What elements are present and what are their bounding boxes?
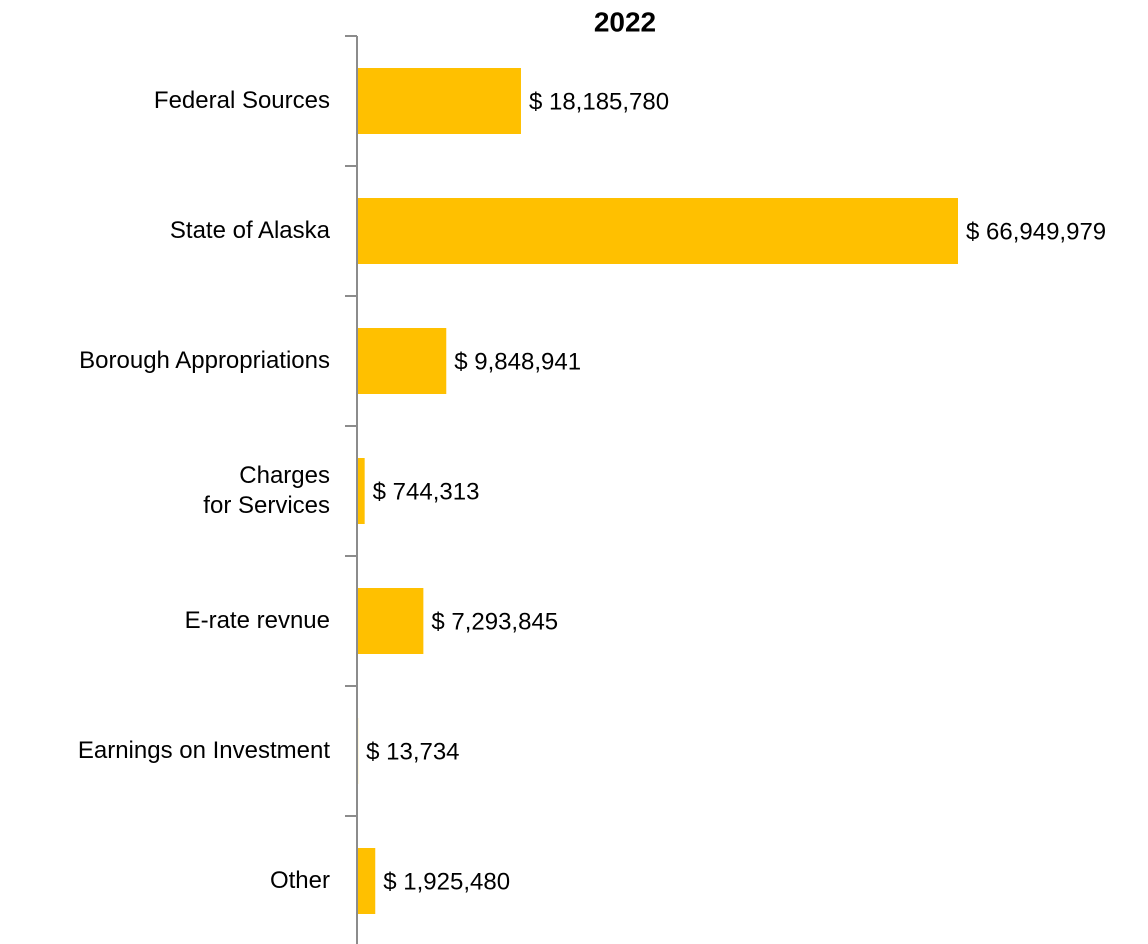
category-label: Borough Appropriations <box>79 347 330 374</box>
value-label: $ 1,925,480 <box>383 868 510 895</box>
value-label: $ 66,949,979 <box>966 218 1106 245</box>
bar <box>358 328 447 394</box>
chart-title: 2022 <box>594 6 656 37</box>
bar <box>358 848 376 914</box>
category-label: E-rate revnue <box>184 607 330 634</box>
category-label: Federal Sources <box>153 87 330 114</box>
value-label: $ 13,734 <box>366 738 459 765</box>
value-label: $ 744,313 <box>373 478 480 505</box>
category-label: Charges for Services <box>203 462 330 519</box>
bar <box>358 458 365 524</box>
category-label: State of Alaska <box>169 217 330 244</box>
category-label: Earnings on Investment <box>77 737 330 764</box>
value-label: $ 18,185,780 <box>529 88 669 115</box>
value-label: $ 9,848,941 <box>454 348 581 375</box>
bar <box>358 588 424 654</box>
value-label: $ 7,293,845 <box>431 608 558 635</box>
category-label: Other <box>269 867 330 894</box>
bar <box>358 68 521 134</box>
bar <box>358 198 958 264</box>
